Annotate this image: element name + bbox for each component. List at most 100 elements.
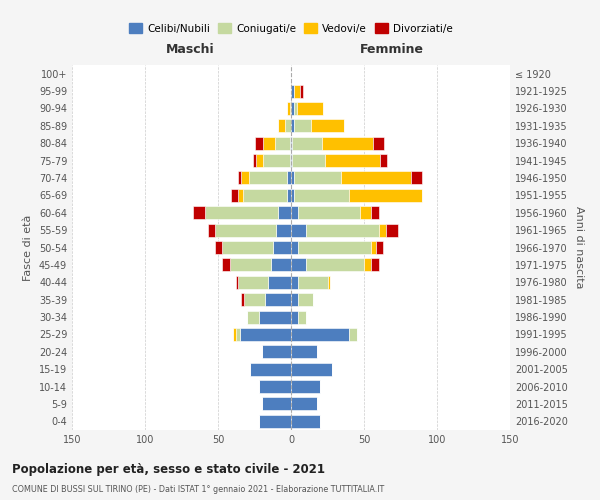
Bar [325, 154, 380, 167]
Bar [274, 241, 291, 254]
Bar [291, 136, 292, 149]
Y-axis label: Fasce di età: Fasce di età [23, 214, 33, 280]
Bar [291, 328, 349, 341]
Bar [291, 276, 298, 289]
Bar [248, 172, 287, 184]
Bar [290, 102, 291, 115]
Bar [291, 206, 298, 220]
Bar [291, 293, 298, 306]
Bar [287, 189, 291, 202]
Bar [322, 136, 373, 149]
Bar [291, 172, 294, 184]
Bar [290, 136, 291, 149]
Bar [259, 380, 291, 393]
Bar [292, 154, 325, 167]
Bar [205, 206, 278, 220]
Bar [244, 293, 265, 306]
Bar [305, 258, 364, 272]
Bar [371, 206, 379, 220]
Bar [305, 224, 379, 236]
Bar [236, 328, 240, 341]
Bar [349, 189, 422, 202]
Bar [259, 310, 291, 324]
Bar [291, 415, 320, 428]
Bar [287, 102, 290, 115]
Bar [328, 276, 331, 289]
Bar [291, 346, 317, 358]
Bar [341, 172, 411, 184]
Bar [215, 241, 223, 254]
Bar [294, 189, 349, 202]
Bar [223, 241, 274, 254]
Bar [230, 258, 271, 272]
Bar [298, 276, 328, 289]
Bar [297, 102, 323, 115]
Bar [359, 206, 371, 220]
Bar [292, 136, 322, 149]
Text: COMUNE DI BUSSI SUL TIRINO (PE) - Dati ISTAT 1° gennaio 2021 - Elaborazione TUTT: COMUNE DI BUSSI SUL TIRINO (PE) - Dati I… [12, 485, 384, 494]
Bar [240, 328, 291, 341]
Bar [223, 258, 230, 272]
Bar [271, 258, 291, 272]
Bar [241, 172, 248, 184]
Bar [215, 224, 277, 236]
Bar [253, 154, 256, 167]
Bar [193, 206, 205, 220]
Bar [275, 136, 290, 149]
Bar [208, 224, 215, 236]
Bar [238, 172, 241, 184]
Bar [371, 258, 379, 272]
Bar [241, 293, 244, 306]
Bar [291, 241, 298, 254]
Bar [285, 120, 291, 132]
Bar [371, 241, 376, 254]
Bar [262, 346, 291, 358]
Bar [263, 136, 275, 149]
Bar [411, 172, 422, 184]
Bar [294, 172, 341, 184]
Bar [291, 224, 305, 236]
Bar [298, 310, 305, 324]
Bar [291, 84, 294, 98]
Bar [254, 136, 263, 149]
Bar [364, 258, 371, 272]
Legend: Celibi/Nubili, Coniugati/e, Vedovi/e, Divorziati/e: Celibi/Nubili, Coniugati/e, Vedovi/e, Di… [125, 19, 457, 38]
Bar [256, 154, 263, 167]
Text: Femmine: Femmine [360, 43, 424, 56]
Bar [277, 224, 291, 236]
Bar [349, 328, 356, 341]
Bar [373, 136, 385, 149]
Bar [291, 102, 294, 115]
Bar [294, 120, 311, 132]
Bar [291, 258, 305, 272]
Bar [243, 189, 287, 202]
Bar [287, 172, 291, 184]
Bar [268, 276, 291, 289]
Y-axis label: Anni di nascita: Anni di nascita [574, 206, 584, 289]
Bar [265, 293, 291, 306]
Bar [262, 398, 291, 410]
Bar [376, 241, 383, 254]
Bar [291, 189, 294, 202]
Bar [236, 276, 238, 289]
Bar [263, 154, 290, 167]
Bar [290, 154, 291, 167]
Bar [291, 120, 294, 132]
Bar [379, 224, 386, 236]
Bar [278, 206, 291, 220]
Text: Maschi: Maschi [166, 43, 215, 56]
Bar [278, 120, 285, 132]
Bar [250, 362, 291, 376]
Bar [233, 328, 236, 341]
Bar [259, 415, 291, 428]
Bar [298, 293, 313, 306]
Bar [291, 310, 298, 324]
Bar [247, 310, 259, 324]
Bar [294, 102, 297, 115]
Bar [294, 84, 300, 98]
Bar [298, 206, 359, 220]
Bar [380, 154, 388, 167]
Bar [291, 398, 317, 410]
Bar [238, 189, 243, 202]
Bar [291, 380, 320, 393]
